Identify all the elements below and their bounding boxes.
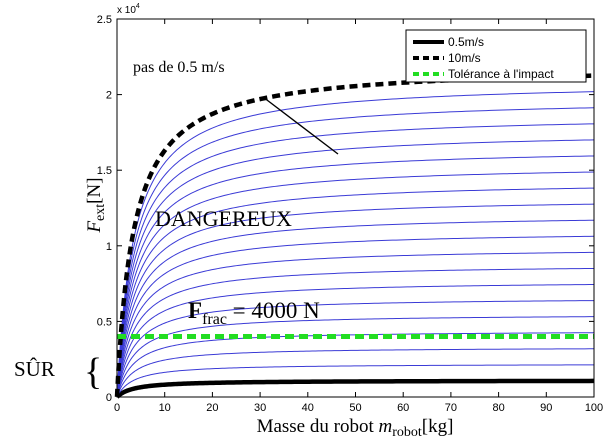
y-tick-label: 0.5 [97,316,112,328]
x-tick-label: 40 [302,402,314,414]
safe-brace: { [84,351,102,393]
y-tick-label: 2.5 [97,14,112,26]
safe-label: SÛR [14,357,55,381]
curve-line [116,300,595,398]
curve-line [116,123,595,397]
curve-line [115,378,595,399]
curve-line [116,284,595,398]
x-tick-label: 20 [206,402,218,414]
x-axis-ticks: 0 10 20 30 40 50 60 70 80 90 100 [114,19,603,414]
x-tick-label: 80 [492,402,504,414]
curve-line [116,203,595,398]
x-tick-label: 90 [540,402,552,414]
curve-line [116,235,595,398]
x-tick-label: 60 [397,402,409,414]
danger-label: DANGEREUX [155,206,292,231]
x-tick-label: 0 [114,402,120,414]
curve-line [116,267,595,398]
curve-line [116,364,595,398]
curve-line [116,139,595,397]
y-tick-label: 1.5 [97,165,112,177]
curve-line [116,348,595,398]
y-exponent: x 104 [117,3,140,16]
legend: 0.5m/s 10m/s Tolérance à l'impact [405,29,587,83]
ffrac-label: Ffrac = 4000 N [188,298,320,328]
x-tick-label: 30 [254,402,266,414]
curve-line [116,155,595,397]
curve-line [116,219,595,398]
x-tick-label: 100 [585,402,603,414]
y-tick-label: 1 [106,241,112,253]
x-tick-label: 50 [349,402,361,414]
curve-line [116,171,595,397]
legend-label-2: Tolérance à l'impact [448,67,554,81]
legend-label-1: 10m/s [448,51,481,65]
y-tick-label: 2 [106,90,112,102]
curve-line [116,91,595,397]
x-tick-label: 70 [445,402,457,414]
step-annotation-arrow [262,96,339,155]
y-tick-label: 0 [106,392,112,404]
y-axis-label: Fext[N] [84,177,108,233]
x-axis-label: Masse du robot mrobot[kg] [257,416,454,440]
curve-line [116,316,595,398]
y-axis-ticks: 0 0.5 1 1.5 2 2.5 [97,14,594,404]
x-tick-label: 10 [159,402,171,414]
curve-line [116,187,595,397]
legend-label-0: 0.5m/s [448,35,484,49]
step-annotation: pas de 0.5 m/s [133,59,225,76]
curve-line [116,251,595,398]
